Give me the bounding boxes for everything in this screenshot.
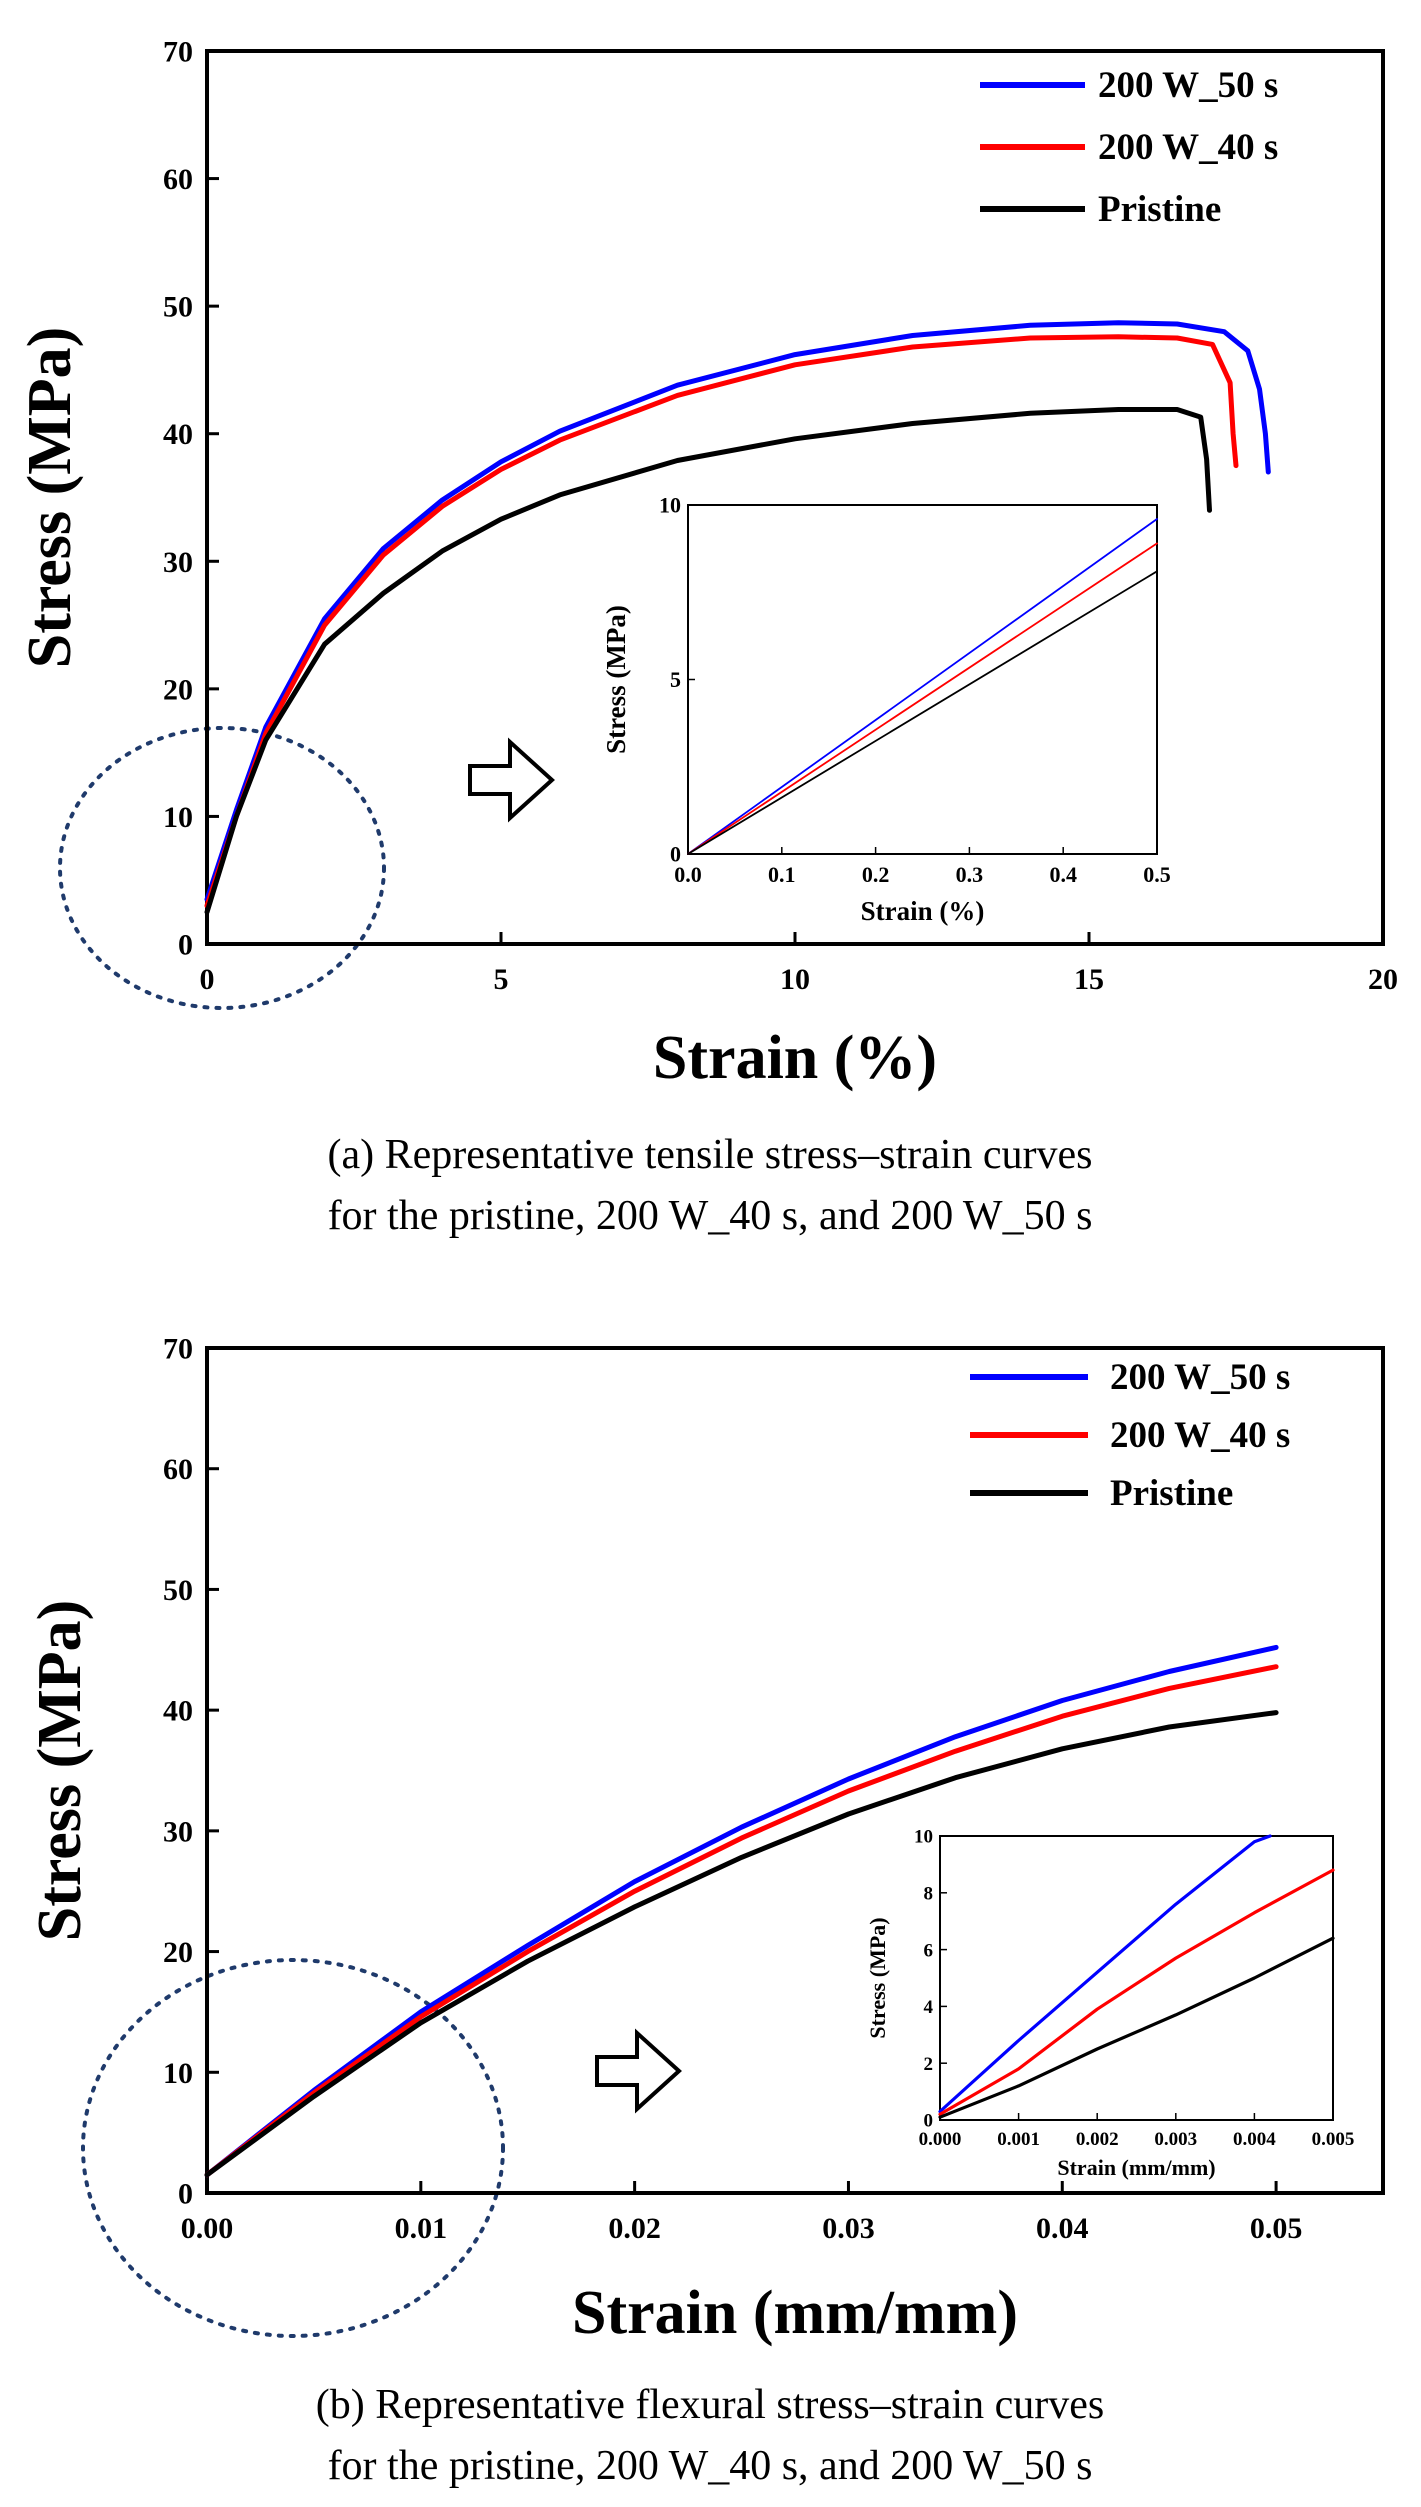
legend-label-2: Pristine: [1098, 189, 1221, 230]
inset-y-tick-label: 6: [924, 1940, 934, 1961]
inset-y-axis-label: Stress (MPa): [601, 605, 631, 754]
inset-x-tick-label: 0.003: [1154, 2129, 1197, 2150]
y-tick-label: 0: [178, 929, 193, 962]
figure-caption-line-1: (b) Representative flexural stress–strai…: [316, 2382, 1104, 2428]
inset-arrow-icon: [595, 2028, 682, 2114]
x-tick-label: 0: [200, 963, 215, 996]
y-tick-label: 30: [163, 546, 193, 579]
inset-y-tick-label: 4: [924, 1997, 934, 2018]
x-tick-label: 0.05: [1250, 2212, 1303, 2245]
inset-x-tick-label: 0.005: [1312, 2129, 1355, 2150]
inset-y-tick-label: 5: [670, 667, 681, 692]
x-tick-label: 15: [1074, 963, 1104, 996]
inset-background: [688, 505, 1157, 854]
inset-x-tick-label: 0.1: [768, 862, 796, 887]
panel-b-flexural-chart: 0.00 0.01 0.02 0.03 0.04 0.05010203040506070S…: [26, 1333, 1385, 2489]
inset-y-tick-label: 10: [914, 1827, 933, 1848]
inset-x-tick-label: 0.4: [1049, 862, 1077, 887]
inset-x-tick-label: 0.3: [956, 862, 984, 887]
inset-x-tick-label: 0.0: [674, 862, 702, 887]
x-tick-label: 0.02: [608, 2212, 661, 2245]
x-tick-label: 0.01: [395, 2212, 448, 2245]
figure-caption-line-2: for the pristine, 200 W_40 s, and 200 W_…: [328, 2443, 1093, 2489]
y-tick-label: 50: [163, 1574, 193, 1607]
y-tick-label: 0: [178, 2178, 193, 2211]
inset-series-line-1: [687, 542, 1158, 855]
x-tick-label: 0.00: [181, 2212, 234, 2245]
zoom-region-circle: [58, 726, 386, 1010]
legend-label-0: 200 W_50 s: [1110, 1357, 1290, 1398]
legend-label-1: 200 W_40 s: [1098, 127, 1278, 168]
inset-x-axis-label: Strain (%): [861, 896, 985, 926]
series-line-1: [204, 1664, 1279, 2178]
y-tick-label: 60: [163, 163, 193, 196]
y-axis-label: Stress (MPa): [26, 1600, 94, 1941]
x-tick-label: 5: [494, 963, 509, 996]
y-tick-label: 70: [163, 36, 193, 69]
y-tick-label: 60: [163, 1453, 193, 1486]
series-line-1: [204, 334, 1239, 909]
y-tick-label: 10: [163, 801, 193, 834]
series-line-0: [204, 1644, 1279, 2178]
inset-series-line-2: [938, 1936, 1335, 2119]
inset-x-tick-label: 0.002: [1076, 2129, 1119, 2150]
y-tick-label: 40: [163, 1695, 193, 1728]
y-tick-label: 70: [163, 1333, 193, 1366]
x-tick-label: 20: [1368, 963, 1398, 996]
inset-y-axis-label: Stress (MPa): [865, 1917, 890, 2038]
y-tick-label: 20: [163, 673, 193, 706]
inset-series-line-0: [687, 518, 1158, 855]
y-tick-label: 40: [163, 418, 193, 451]
inset-x-tick-label: 0.001: [997, 2129, 1040, 2150]
y-tick-label: 50: [163, 291, 193, 324]
inset-arrow-icon: [468, 737, 555, 823]
inset-plot-frame: [939, 1835, 1334, 2121]
inset-background: [940, 1836, 1333, 2120]
y-axis-label: Stress (MPa): [16, 327, 84, 668]
figure-caption-line-2: for the pristine, 200 W_40 s, and 200 W_…: [328, 1193, 1093, 1239]
legend-label-1: 200 W_40 s: [1110, 1415, 1290, 1456]
x-tick-label: 0.03: [822, 2212, 875, 2245]
inset-y-tick-label: 10: [659, 493, 681, 518]
inset-series-line-1: [938, 1868, 1335, 2116]
y-tick-label: 10: [163, 2057, 193, 2090]
inset-x-tick-label: 0.004: [1233, 2129, 1276, 2150]
inset-series-line-0: [938, 1834, 1272, 2114]
inset-series-line-2: [687, 570, 1158, 855]
inset-y-tick-label: 0: [924, 2111, 934, 2132]
x-tick-label: 10: [780, 963, 810, 996]
series-line-2: [204, 1710, 1279, 2178]
x-axis-label: Strain (%): [653, 1024, 937, 1092]
series-line-2: [204, 407, 1212, 915]
figure-caption-line-1: (a) Representative tensile stress–strain…: [327, 1132, 1092, 1178]
y-tick-label: 30: [163, 1815, 193, 1848]
plot-frame: [205, 1346, 1385, 2195]
zoom-region-circle: [81, 1958, 505, 2338]
series-line-0: [204, 320, 1271, 902]
inset-y-tick-label: 2: [924, 2054, 934, 2075]
legend-label-0: 200 W_50 s: [1098, 65, 1278, 106]
inset-x-tick-label: 0.5: [1143, 862, 1171, 887]
inset-y-tick-label: 8: [924, 1883, 934, 1904]
inset-x-axis-label: Strain (mm/mm): [1057, 2155, 1215, 2180]
x-tick-label: 0.04: [1036, 2212, 1089, 2245]
inset-y-tick-label: 0: [670, 842, 681, 867]
legend-label-2: Pristine: [1110, 1473, 1233, 1514]
x-axis-label: Strain (mm/mm): [572, 2279, 1018, 2347]
inset-x-tick-label: 0.000: [919, 2129, 962, 2150]
y-tick-label: 20: [163, 1936, 193, 1969]
inset-x-tick-label: 0.2: [862, 862, 890, 887]
